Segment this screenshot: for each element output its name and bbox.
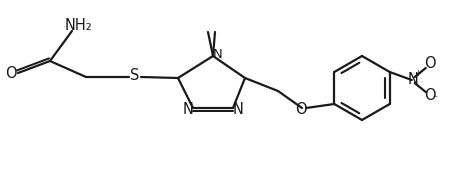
Text: +: + <box>414 70 420 78</box>
Text: N: N <box>407 73 418 87</box>
Text: O: O <box>5 65 17 80</box>
Text: ⁻: ⁻ <box>432 94 437 104</box>
Text: N: N <box>233 102 244 118</box>
Text: NH₂: NH₂ <box>65 18 93 33</box>
Text: O: O <box>295 102 307 117</box>
Text: S: S <box>131 68 140 83</box>
Text: O: O <box>424 56 436 71</box>
Text: N: N <box>213 48 223 61</box>
Text: O: O <box>424 89 436 103</box>
Text: N: N <box>183 102 193 118</box>
